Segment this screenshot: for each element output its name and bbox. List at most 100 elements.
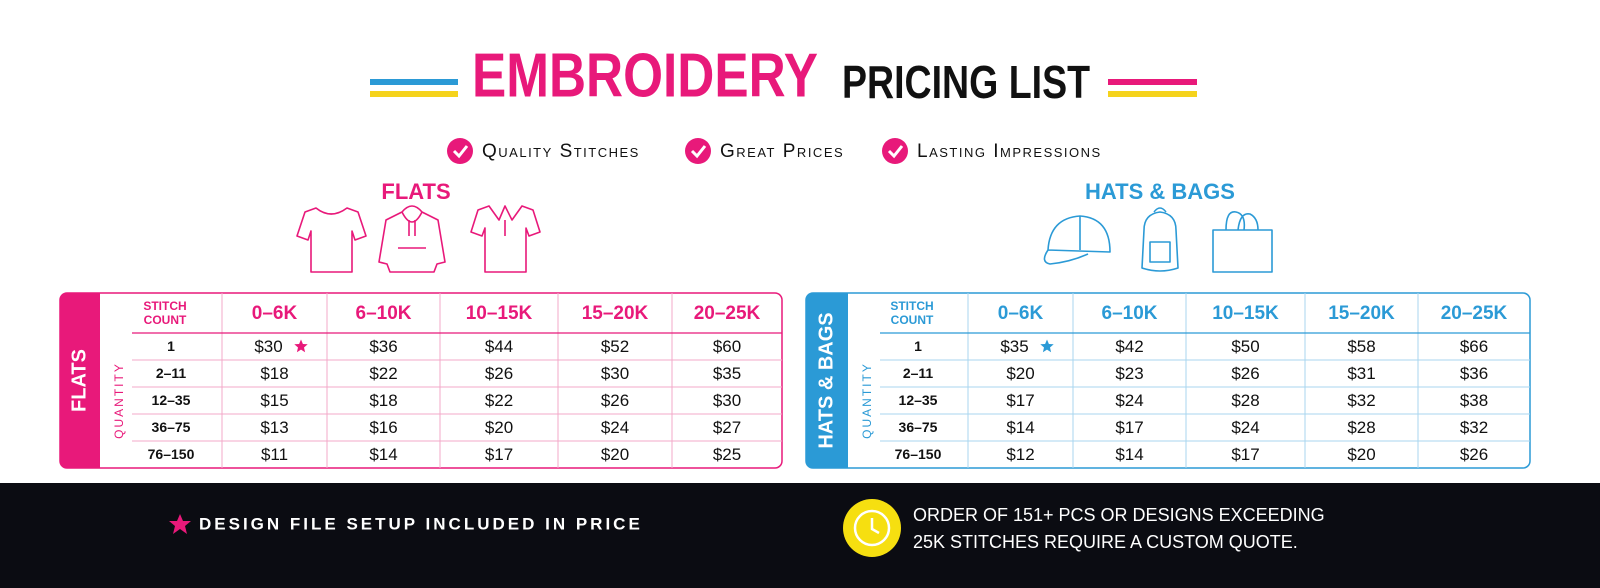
backpack-icon (1141, 207, 1179, 272)
price: $22 (485, 391, 513, 410)
footer-quote-line: ORDER OF 151+ PCS OR DESIGNS EXCEEDING (913, 505, 1325, 525)
hoodie-icon (378, 205, 446, 273)
quantity-value: 2–11 (156, 365, 187, 381)
price: $28 (1347, 418, 1375, 437)
cap-icon (1043, 215, 1111, 265)
feature-label: Lasting Impressions (917, 141, 1102, 162)
star-icon (1040, 339, 1054, 353)
section-heading: HATS & BAGS (1085, 179, 1235, 204)
price: $24 (1115, 391, 1143, 410)
price: $23 (1115, 364, 1143, 383)
price: $15 (260, 391, 288, 410)
price: $22 (369, 364, 397, 383)
accessory-icons (1043, 207, 1273, 273)
quantity-value: 1 (167, 338, 175, 354)
price: $26 (1460, 445, 1488, 464)
price: $42 (1115, 337, 1143, 356)
price: $17 (1231, 445, 1259, 464)
deco-bar (1108, 91, 1197, 97)
quantity-value: 2–11 (903, 365, 934, 381)
tshirt-icon (296, 207, 367, 273)
price: $26 (601, 391, 629, 410)
stitch-label: STITCH (143, 299, 186, 313)
feature-label: Quality Stitches (482, 141, 640, 162)
price: $36 (369, 337, 397, 356)
quantity-value: 76–150 (895, 446, 942, 462)
column-header: 20–25K (1441, 303, 1508, 324)
side-band (806, 293, 848, 468)
price: $32 (1347, 391, 1375, 410)
column-header: 15–20K (1328, 303, 1395, 324)
polo-icon (470, 205, 541, 273)
price: $12 (1006, 445, 1034, 464)
stitch-label: COUNT (144, 313, 187, 327)
price: $17 (1006, 391, 1034, 410)
title-highlight: EMBROIDERY (472, 41, 818, 110)
check-mark (452, 145, 469, 159)
stitch-label: STITCH (890, 299, 933, 313)
quantity-label: QUANTITY (860, 362, 874, 439)
quantity-value: 12–35 (899, 392, 938, 408)
deco-bar (370, 79, 458, 85)
tote-icon (1212, 211, 1273, 273)
section-heading: FLATS (381, 179, 450, 204)
price: $16 (369, 418, 397, 437)
check-icon (882, 138, 908, 164)
footer-note: DESIGN FILE SETUP INCLUDED IN PRICE (199, 514, 643, 533)
price: $30 (254, 337, 282, 356)
price: $52 (601, 337, 629, 356)
garment-icons (296, 205, 541, 273)
footer-band (0, 483, 1600, 588)
clock-face (853, 509, 891, 547)
footer-quote-line: 25K STITCHES REQUIRE A CUSTOM QUOTE. (913, 532, 1298, 552)
column-header: 10–15K (466, 303, 533, 324)
side-label: HATS & BAGS (815, 312, 837, 448)
quantity-value: 12–35 (152, 392, 191, 408)
stitch-label: COUNT (891, 313, 934, 327)
deco-bar (1108, 79, 1197, 85)
check-icon (685, 138, 711, 164)
price: $18 (260, 364, 288, 383)
price: $18 (369, 391, 397, 410)
star-icon (169, 514, 191, 534)
price: $30 (601, 364, 629, 383)
price: $36 (1460, 364, 1488, 383)
price: $14 (1115, 445, 1143, 464)
price: $35 (1000, 337, 1028, 356)
quantity-value: 36–75 (899, 419, 938, 435)
price: $31 (1347, 364, 1375, 383)
column-header: 15–20K (582, 303, 649, 324)
title-rest: PRICING LIST (842, 56, 1090, 108)
price: $14 (1006, 418, 1034, 437)
deco-bar (370, 91, 458, 97)
price: $11 (261, 445, 288, 464)
price: $14 (369, 445, 397, 464)
price: $58 (1347, 337, 1375, 356)
quantity-value: 76–150 (148, 446, 195, 462)
price: $60 (713, 337, 741, 356)
quantity-label: QUANTITY (112, 362, 126, 439)
price: $50 (1231, 337, 1259, 356)
quantity-value: 1 (914, 338, 922, 354)
star-icon (294, 339, 308, 353)
column-header: 0–6K (252, 303, 298, 324)
price: $26 (485, 364, 513, 383)
clock-hands (870, 518, 880, 535)
price: $44 (485, 337, 513, 356)
price: $32 (1460, 418, 1488, 437)
price: $24 (1231, 418, 1259, 437)
column-header: 6–10K (356, 303, 412, 324)
price: $20 (1347, 445, 1375, 464)
column-header: 10–15K (1212, 303, 1279, 324)
price: $66 (1460, 337, 1488, 356)
price: $20 (601, 445, 629, 464)
price: $28 (1231, 391, 1259, 410)
price: $24 (601, 418, 629, 437)
side-label: FLATS (68, 349, 90, 412)
price: $17 (1115, 418, 1143, 437)
price: $13 (260, 418, 288, 437)
price: $35 (713, 364, 741, 383)
check-icon (447, 138, 473, 164)
